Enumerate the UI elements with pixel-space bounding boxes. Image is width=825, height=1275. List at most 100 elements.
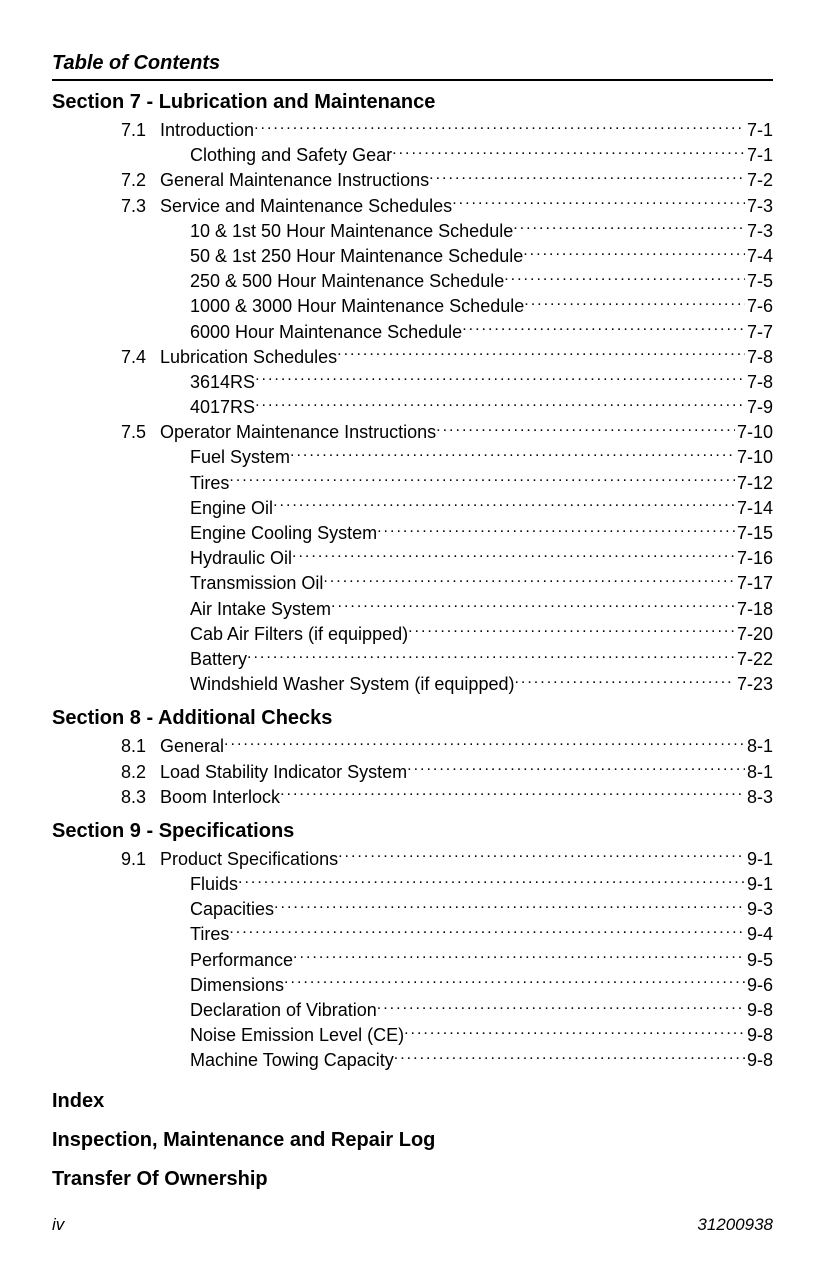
toc-leader [323,571,735,589]
toc-entry-label: 250 & 500 Hour Maintenance Schedule [190,269,504,294]
toc-entry-number: 7.5 [52,420,160,445]
toc-entry: Dimensions 9-6 [52,973,773,998]
toc-entry-label: Transmission Oil [190,571,323,596]
toc-entry-page: 7-5 [745,269,773,294]
toc-entry-page: 7-7 [745,320,773,345]
toc-entry-number: 8.2 [52,760,160,785]
toc-entry-label: Battery [190,647,247,672]
toc-leader [255,395,745,413]
toc-entry-page: 9-5 [745,948,773,973]
toc-entry: 6000 Hour Maintenance Schedule 7-7 [52,320,773,345]
toc-leader [394,1048,745,1066]
toc-entry-number: 7.2 [52,168,160,193]
toc-leader [337,345,745,363]
toc-entry-page: 7-8 [745,345,773,370]
toc-leader [436,420,735,438]
footer-page-number: iv [52,1215,64,1235]
toc-entry-page: 7-18 [735,597,773,622]
toc-entry-label: Engine Cooling System [190,521,377,546]
toc-leader [292,546,735,564]
toc-entry-label: Product Specifications [160,847,338,872]
toc-entry-label: Tires [190,471,229,496]
toc-entry: Performance 9-5 [52,948,773,973]
toc-entry-label: 10 & 1st 50 Hour Maintenance Schedule [190,219,513,244]
toc-entry-page: 7-12 [735,471,773,496]
toc-entry-label: 50 & 1st 250 Hour Maintenance Schedule [190,244,523,269]
toc-leader [229,922,745,940]
toc-leader [462,320,745,338]
toc-entry: 3614RS7-8 [52,370,773,395]
toc-entry: Air Intake System7-18 [52,597,773,622]
toc-entry-page: 9-3 [745,897,773,922]
toc-leader [254,118,745,136]
toc-entry: 50 & 1st 250 Hour Maintenance Schedule7-… [52,244,773,269]
toc-entry: 1000 & 3000 Hour Maintenance Schedule7-6 [52,294,773,319]
toc-leader [377,521,735,539]
toc-entry-label: 4017RS [190,395,255,420]
toc-entry: 7.4Lubrication Schedules7-8 [52,345,773,370]
toc-entry-page: 9-1 [745,872,773,897]
toc-leader [523,244,745,262]
toc-entry-page: 7-1 [745,118,773,143]
toc-entry-label: Capacities [190,897,274,922]
toc-entry-label: Fuel System [190,445,290,470]
toc-entry-label: Service and Maintenance Schedules [160,194,452,219]
page-header: Table of Contents [52,52,773,81]
toc-entry-number: 7.3 [52,194,160,219]
toc-leader [284,973,745,991]
toc-entry-label: General [160,734,224,759]
toc-entry-label: Machine Towing Capacity [190,1048,394,1073]
toc-entry-page: 7-22 [735,647,773,672]
toc-entry: Fluids9-1 [52,872,773,897]
toc-body: Section 7 - Lubrication and Maintenance7… [52,91,773,1191]
toc-entry: Windshield Washer System (if equipped)7-… [52,672,773,697]
toc-entry-page: 7-10 [735,445,773,470]
toc-leader [392,143,745,161]
toc-entry-page: 8-1 [745,760,773,785]
toc-entry: 8.3Boom Interlock8-3 [52,785,773,810]
toc-entry-label: Dimensions [190,973,284,998]
toc-entry-number: 7.1 [52,118,160,143]
toc-entry-label: General Maintenance Instructions [160,168,429,193]
toc-leader [290,445,735,463]
toc-leader [224,734,745,752]
toc-entry-page: 7-14 [735,496,773,521]
end-heading: Inspection, Maintenance and Repair Log [52,1129,773,1152]
footer-document-number: 31200938 [697,1215,773,1235]
toc-entry: Transmission Oil 7-17 [52,571,773,596]
toc-entry: Engine Oil 7-14 [52,496,773,521]
toc-entry-label: Engine Oil [190,496,273,521]
toc-entry: 9.1Product Specifications9-1 [52,847,773,872]
toc-entry: Declaration of Vibration9-8 [52,998,773,1023]
toc-entry: Capacities 9-3 [52,897,773,922]
toc-entry-label: 1000 & 3000 Hour Maintenance Schedule [190,294,524,319]
toc-entry: Cab Air Filters (if equipped)7-20 [52,622,773,647]
toc-entry-page: 7-23 [735,672,773,697]
end-heading: Index [52,1090,773,1113]
toc-entry-label: 6000 Hour Maintenance Schedule [190,320,462,345]
toc-entry-page: 7-16 [735,546,773,571]
toc-leader [331,597,735,615]
toc-leader [513,219,745,237]
toc-entry: 4017RS7-9 [52,395,773,420]
toc-entry-page: 9-8 [745,998,773,1023]
toc-entry-label: Performance [190,948,293,973]
toc-entry-number: 7.4 [52,345,160,370]
toc-entry-label: Introduction [160,118,254,143]
toc-entry: Tires9-4 [52,922,773,947]
toc-leader [229,471,735,489]
toc-entry: Battery 7-22 [52,647,773,672]
toc-entry: 7.1Introduction 7-1 [52,118,773,143]
section-heading: Section 9 - Specifications [52,820,773,843]
toc-leader [293,948,745,966]
toc-entry-number: 8.1 [52,734,160,759]
toc-entry-page: 7-17 [735,571,773,596]
toc-leader [238,872,745,890]
toc-entry-label: Cab Air Filters (if equipped) [190,622,408,647]
end-heading: Transfer Of Ownership [52,1168,773,1191]
toc-entry-page: 9-6 [745,973,773,998]
toc-leader [280,785,745,803]
toc-entry: Tires 7-12 [52,471,773,496]
toc-entry: 7.5Operator Maintenance Instructions7-10 [52,420,773,445]
toc-entry: 8.2Load Stability Indicator System8-1 [52,760,773,785]
